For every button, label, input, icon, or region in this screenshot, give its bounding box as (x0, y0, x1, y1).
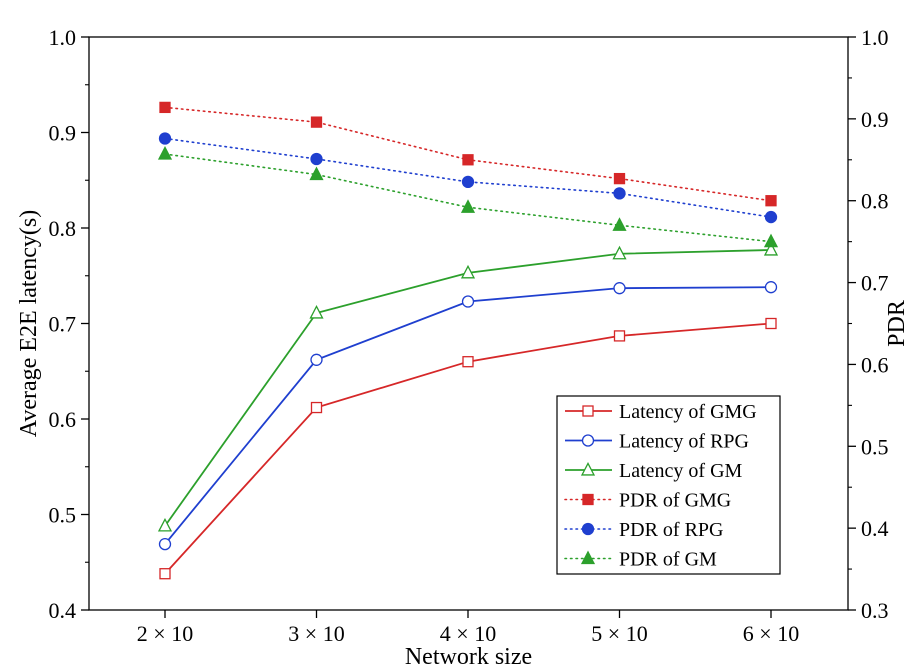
series-pdr-of-rpg (158, 132, 778, 224)
legend-marker (580, 461, 596, 476)
data-point (765, 195, 777, 207)
data-point (763, 233, 779, 248)
legend-entry: Latency of RPG (565, 431, 749, 453)
x-tick-label: 5 × 10 (591, 621, 647, 646)
data-point (613, 282, 626, 295)
x-tick-label: 2 × 10 (137, 621, 193, 646)
legend-entry: PDR of GMG (564, 490, 731, 512)
data-point (310, 116, 323, 128)
legend-entry: PDR of RPG (564, 519, 723, 541)
data-point (613, 172, 626, 185)
series-latency-of-gmg (159, 317, 777, 580)
data-point (159, 568, 171, 580)
data-point (159, 101, 171, 114)
legend-label: PDR of RPG (619, 519, 723, 541)
series-line (164, 153, 772, 243)
x-axis-title: Network size (405, 644, 532, 670)
data-point (310, 152, 323, 166)
y-right-tick-label: 0.5 (861, 434, 889, 459)
y-right-tick-label: 0.7 (861, 271, 889, 296)
legend-marker (581, 522, 595, 536)
data-point (460, 199, 476, 213)
y-left-tick-label: 0.6 (49, 407, 77, 432)
legend-marker (580, 550, 596, 565)
data-point (462, 356, 474, 368)
y-right-tick-label: 0.8 (861, 189, 889, 214)
data-point (612, 245, 627, 260)
y-left-tick-label: 0.5 (49, 503, 77, 528)
data-point (310, 401, 323, 414)
y-right-tick-label: 0.3 (861, 598, 889, 623)
legend-label: Latency of GM (619, 460, 743, 482)
data-point (309, 304, 324, 319)
y-right-tick-label: 0.6 (861, 352, 889, 377)
y-left-tick-label: 0.7 (49, 312, 77, 337)
legend-entry: Latency of GMG (565, 401, 757, 423)
data-point (612, 217, 627, 231)
y-right-tick-label: 1.0 (861, 25, 889, 50)
series-latency-of-rpg (158, 281, 778, 551)
legend-box (556, 395, 781, 575)
legend-label: Latency of RPG (619, 431, 749, 453)
legend-label: PDR of GMG (619, 490, 731, 512)
data-point (158, 537, 172, 551)
legend-label: Latency of GMG (619, 401, 757, 423)
legend-entry: Latency of GM (565, 460, 743, 482)
legend-entry: PDR of GM (564, 549, 717, 571)
y-left-tick-label: 0.4 (49, 598, 77, 623)
y-right-tick-label: 0.4 (861, 516, 889, 541)
data-point (157, 146, 173, 160)
data-point (461, 175, 475, 189)
legend-label: PDR of GM (619, 549, 717, 571)
y-right-tick-label: 0.9 (861, 107, 889, 132)
y-right-axis-title: PDR (884, 300, 910, 347)
data-point (157, 517, 173, 532)
data-point (764, 281, 778, 294)
y-left-tick-label: 1.0 (49, 25, 77, 50)
data-point (613, 187, 626, 200)
x-tick-label: 4 × 10 (440, 621, 496, 646)
x-tick-label: 3 × 10 (288, 621, 344, 646)
legend-marker (581, 434, 595, 447)
data-point (764, 210, 778, 224)
y-left-tick-label: 0.8 (49, 216, 77, 241)
data-point (460, 264, 476, 279)
data-point (461, 295, 475, 308)
x-tick-label: 6 × 10 (743, 621, 799, 646)
legend-marker (582, 493, 594, 506)
data-point (462, 154, 474, 166)
series-pdr-of-gmg (159, 101, 777, 207)
series-pdr-of-gm (157, 146, 779, 248)
series-latency-of-gm (157, 241, 779, 532)
data-point (158, 132, 172, 145)
data-point (613, 330, 626, 342)
y-left-axis-title: Average E2E latency(s) (16, 210, 42, 437)
legend-marker (582, 405, 594, 417)
y-left-tick-label: 0.9 (49, 121, 77, 146)
data-point (310, 353, 323, 366)
data-point (309, 166, 324, 181)
data-point (765, 317, 777, 330)
data-point (763, 241, 779, 256)
